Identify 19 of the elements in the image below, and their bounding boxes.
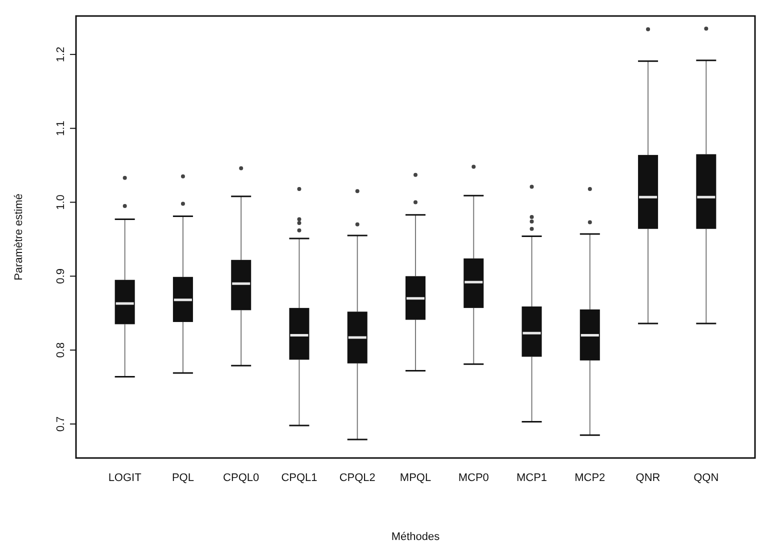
x-axis-title: Méthodes [391, 531, 440, 543]
y-tick-label: 1.1 [55, 120, 67, 136]
x-tick-label: MCP2 [574, 472, 606, 484]
y-tick-label: 0.9 [55, 268, 67, 284]
x-tick-label: MCP1 [516, 472, 548, 484]
y-tick-label: 1.0 [55, 194, 67, 210]
x-tick-label: CPQL0 [223, 472, 260, 484]
x-tick-label: QQN [694, 472, 719, 484]
x-tick-label: CPQL1 [281, 472, 318, 484]
x-tick-label: PQL [172, 472, 194, 484]
x-tick-label: CPQL2 [339, 472, 376, 484]
x-tick-label: QNR [636, 472, 660, 484]
y-tick-label: 0.8 [55, 342, 67, 358]
x-tick-label: MPQL [400, 472, 432, 484]
y-tick-label: 1.2 [55, 46, 67, 62]
y-tick-label: 0.7 [55, 416, 67, 432]
x-tick-label: MCP0 [458, 472, 489, 484]
x-tick-label: LOGIT [108, 472, 142, 484]
y-axis-title: Paramètre estimé [13, 194, 25, 280]
